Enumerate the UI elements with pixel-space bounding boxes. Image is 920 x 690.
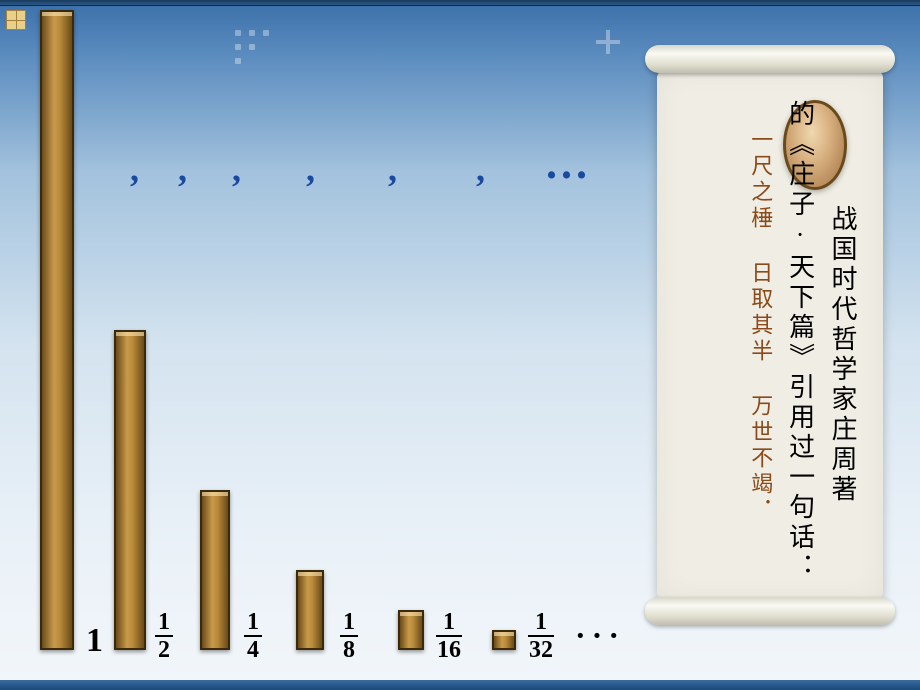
bar-label-5: 132 bbox=[528, 610, 554, 662]
fraction-numerator: 1 bbox=[340, 610, 358, 634]
fraction-denominator: 16 bbox=[436, 638, 462, 662]
bar-1 bbox=[114, 330, 146, 650]
scroll-column-2: 一尺之棰 日取其半 万世不竭． bbox=[744, 100, 775, 583]
sequence-comma-3: , bbox=[306, 148, 315, 190]
sequence-comma-5: , bbox=[476, 148, 485, 190]
fraction-numerator: 1 bbox=[528, 610, 554, 634]
sequence-ellipsis: ... bbox=[546, 138, 591, 189]
scroll-text: 战国时代哲学家庄周著的《庄子·天下篇》引用过一句话：一尺之棰 日取其半 万世不竭… bbox=[744, 100, 860, 583]
sequence-comma-0: , bbox=[130, 148, 139, 190]
sequence-comma-2: , bbox=[232, 148, 241, 190]
bar-label-2: 14 bbox=[244, 610, 262, 662]
bar-4 bbox=[398, 610, 424, 650]
chart-ellipsis: ··· bbox=[575, 617, 625, 654]
bar-3 bbox=[296, 570, 324, 650]
fraction-numerator: 1 bbox=[155, 610, 173, 634]
bar-label-1: 12 bbox=[155, 610, 173, 662]
scroll-panel: 战国时代哲学家庄周著的《庄子·天下篇》引用过一句话：一尺之棰 日取其半 万世不竭… bbox=[645, 45, 895, 625]
bar-0 bbox=[40, 10, 74, 650]
bar-5 bbox=[492, 630, 516, 650]
scroll-roll-top bbox=[645, 45, 895, 73]
fraction-denominator: 2 bbox=[155, 638, 173, 662]
bar-label-3: 18 bbox=[340, 610, 358, 662]
fraction-denominator: 4 bbox=[244, 638, 262, 662]
fraction-numerator: 1 bbox=[436, 610, 462, 634]
fraction-denominator: 8 bbox=[340, 638, 358, 662]
bar-label-0: 1 bbox=[86, 622, 103, 660]
fraction-numerator: 1 bbox=[244, 610, 262, 634]
bar-2 bbox=[200, 490, 230, 650]
scroll-column-0: 战国时代哲学家庄周著 bbox=[824, 100, 860, 583]
sequence-comma-4: , bbox=[388, 148, 397, 190]
scroll-roll-bottom bbox=[645, 597, 895, 625]
fraction-denominator: 32 bbox=[528, 638, 554, 662]
sequence-comma-1: , bbox=[178, 148, 187, 190]
bar-label-4: 116 bbox=[436, 610, 462, 662]
scroll-column-1: 的《庄子·天下篇》引用过一句话： bbox=[781, 100, 817, 583]
